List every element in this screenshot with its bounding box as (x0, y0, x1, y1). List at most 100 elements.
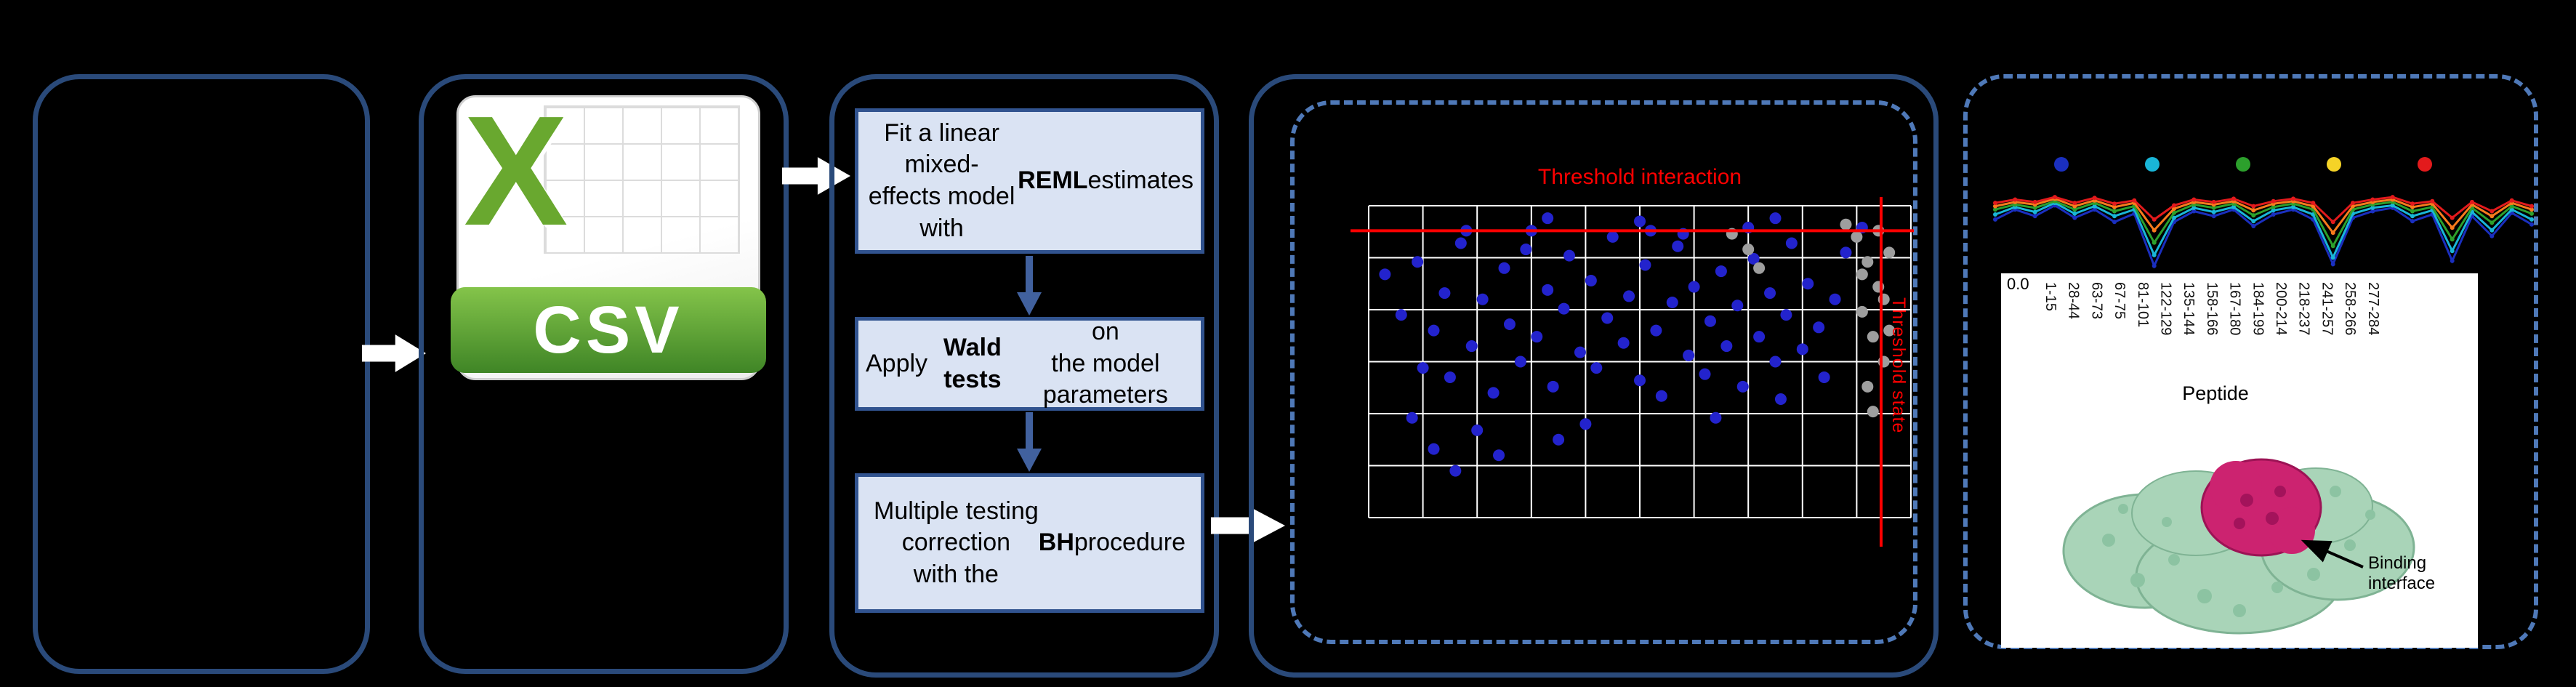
series-marker (2330, 220, 2335, 225)
series-marker (2450, 225, 2455, 230)
scatter-point-blue (1379, 268, 1391, 281)
scatter-point-gray (1753, 262, 1766, 274)
series-marker (2251, 224, 2256, 228)
series-marker (2072, 201, 2077, 206)
scatter-point-blue (1780, 309, 1792, 321)
scatter-point-gray (1840, 218, 1852, 230)
series-marker (2092, 207, 2097, 212)
series-marker (1993, 201, 1997, 206)
series-marker (2311, 201, 2316, 206)
series-legend (2054, 157, 2432, 172)
series-marker (2072, 207, 2077, 212)
scatter-point-blue (1840, 246, 1852, 259)
peptide-tick-label: 258-266 (2342, 282, 2359, 336)
scatter-point-blue (1520, 244, 1532, 256)
series-marker (2191, 205, 2197, 210)
scatter-point-blue (1769, 355, 1782, 368)
series-marker (2092, 196, 2097, 201)
scatter-point-gray (1861, 256, 1874, 268)
step-bold: REML (1018, 166, 1088, 195)
uptake-line-chart (1993, 195, 2534, 269)
peptide-tick-label: 200-214 (2273, 282, 2289, 336)
scatter-point-blue (1438, 287, 1451, 300)
step-bold: BH (1038, 529, 1074, 557)
scatter-point-blue (1818, 371, 1830, 383)
series-marker (2032, 205, 2037, 210)
scatter-point-blue (1747, 252, 1760, 265)
scatter-point-blue (1715, 265, 1727, 278)
peptide-tick-label: 67-75 (2112, 282, 2128, 320)
scatter-point-blue (1655, 390, 1667, 402)
scatter-point-blue (1672, 240, 1684, 252)
scatter-point-blue (1498, 262, 1510, 274)
scatter-point-blue (1720, 340, 1733, 353)
scatter-point-blue (1634, 374, 1646, 387)
scatter-plot (1351, 197, 1914, 547)
step-text: Multiple testing correction with the (874, 497, 1039, 588)
protein-structure (2062, 458, 2415, 635)
series-marker (2330, 244, 2335, 249)
scatter-point-blue (1736, 380, 1749, 393)
series-marker (2450, 215, 2455, 220)
scatter-point-blue (1428, 443, 1440, 455)
scatter-point-blue (1417, 362, 1429, 374)
series-marker (2152, 263, 2157, 268)
scatter-point-blue (1395, 309, 1407, 321)
results-panel: Threshold interaction Threshold state (1249, 74, 1939, 678)
scatter-point-gray (1867, 331, 1879, 343)
scatter-point-blue (1558, 302, 1570, 315)
series-marker (2410, 219, 2415, 224)
scatter-point-blue (1704, 315, 1716, 327)
spreadsheet-grid (544, 105, 740, 254)
series-marker (2410, 209, 2415, 214)
scatter-point-blue (1666, 296, 1678, 308)
series-marker (2251, 208, 2256, 213)
series-marker (2410, 204, 2415, 209)
series-marker (2072, 215, 2077, 220)
series-marker (2529, 207, 2534, 212)
series-marker (2450, 249, 2455, 254)
down-arrow-head (1017, 449, 1042, 472)
series-marker (2490, 209, 2495, 214)
series-marker (2211, 209, 2216, 214)
series-marker (2410, 214, 2415, 219)
series-marker (2330, 230, 2335, 236)
series-marker (2490, 228, 2495, 233)
peptide-panel: 0.0 1-15 28-44 63-73 67-75 81-101 122-129 135-… (1963, 74, 2538, 649)
series-marker (2152, 240, 2157, 245)
series-marker (2251, 219, 2256, 224)
series-marker (2509, 204, 2514, 209)
scatter-point-gray (1861, 380, 1874, 393)
y-tick-label: 0.0 (2007, 275, 2029, 293)
scatter-point-blue (1563, 249, 1576, 262)
series-marker (2231, 196, 2236, 201)
series-marker (2490, 214, 2495, 219)
legend-dot (2327, 157, 2341, 172)
scatter-point-blue (1444, 371, 1456, 383)
series-marker (2032, 199, 2037, 204)
series-marker (2271, 204, 2276, 209)
series-marker (1993, 204, 1997, 209)
scatter-point-gray (1742, 244, 1755, 256)
step-reml-box: Fit a linear mixed- effects model with R… (855, 108, 1204, 254)
series-marker (2072, 204, 2077, 209)
scatter-point-blue (1796, 343, 1808, 355)
threshold-state-label: Threshold state (1888, 297, 1909, 434)
peptide-tick-label: 1-15 (2042, 282, 2058, 312)
series-marker (2191, 197, 2197, 202)
scatter-point-blue (1487, 387, 1500, 399)
binding-interface-label: Binding interface (2368, 553, 2436, 593)
series-marker (2410, 201, 2415, 206)
csv-panel: X CSV (419, 74, 789, 674)
series-marker (2330, 262, 2335, 267)
scatter-point-gray (1883, 324, 1896, 337)
scatter-point-blue (1683, 349, 1695, 361)
series-marker (2112, 220, 2117, 225)
step-text: Fit a linear mixed- effects model with (868, 118, 1015, 242)
scatter-point-blue (1731, 300, 1744, 312)
series-marker (2112, 201, 2117, 206)
down-arrow-shaft (1026, 256, 1033, 294)
series-marker (2112, 204, 2117, 209)
binding-site-region (2200, 458, 2322, 557)
series-marker (2271, 212, 2276, 217)
